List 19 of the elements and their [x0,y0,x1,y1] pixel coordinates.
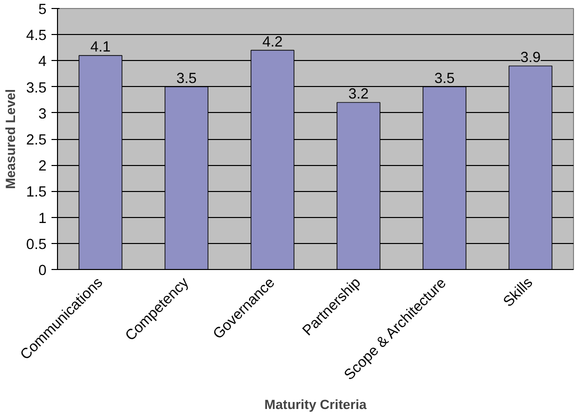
y-tick-label: 2.5 [26,132,46,148]
y-tick-label: 0 [38,263,47,279]
y-tick-label: 3.5 [26,80,46,96]
data-label: 3.5 [176,70,197,87]
y-tick-label: 4.5 [26,28,46,44]
y-tick-label: 1 [38,210,47,227]
data-label: 4.2 [262,34,283,50]
data-label: 3.9 [520,50,541,66]
data-label: 3.2 [348,86,369,102]
y-tick-label: 5 [38,2,47,18]
data-label: 4.1 [90,39,111,56]
y-tick-label: 0.5 [26,236,46,253]
data-label: 3.5 [434,70,455,87]
y-tick-label: 3 [38,106,47,122]
y-tick-label: 4 [38,54,47,70]
y-tick-label: 2 [38,158,47,175]
y-tick-label: 1.5 [26,184,46,201]
x-axis-title: Maturity Criteria [264,397,368,412]
y-axis-title: Measured Level [3,88,18,190]
